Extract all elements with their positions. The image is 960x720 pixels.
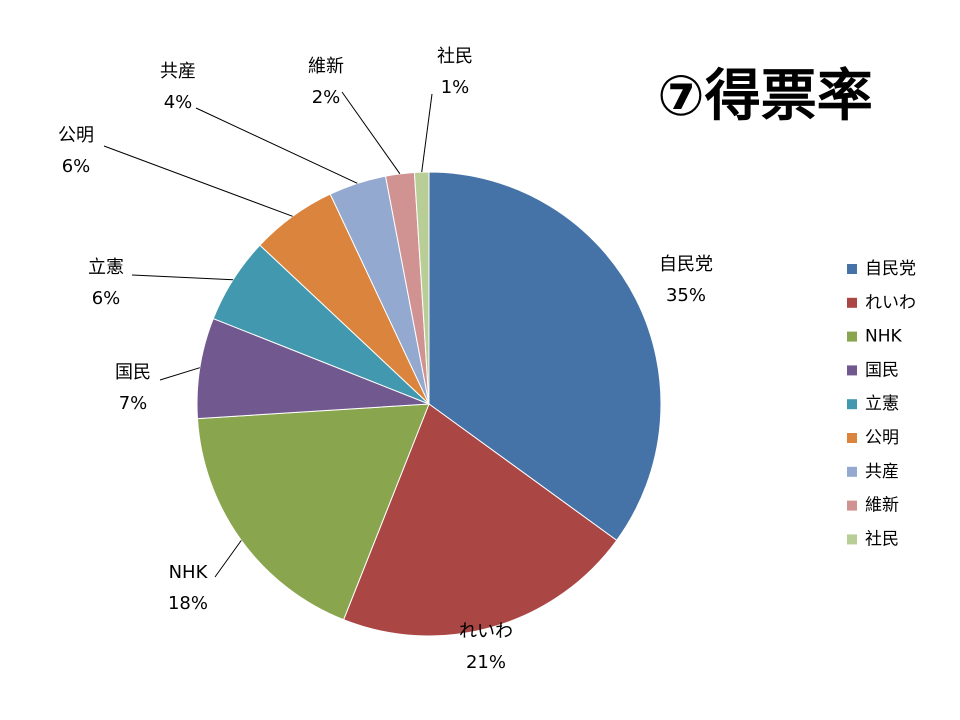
pie-slice	[196, 403, 430, 621]
legend-swatch	[847, 297, 857, 308]
legend-swatch	[847, 365, 857, 376]
value-label: 7%	[119, 393, 148, 414]
pie-slice	[342, 403, 618, 637]
pie-slice	[196, 317, 430, 420]
legend-text: 維新	[865, 496, 899, 516]
legend-swatch	[847, 433, 857, 443]
leader-line	[341, 91, 401, 175]
leader-line	[195, 107, 358, 184]
legend-swatch	[847, 331, 857, 342]
value-label: 21%	[466, 652, 506, 673]
legend-text: 自民党	[865, 259, 916, 279]
slice-label: 共産	[160, 61, 196, 82]
slice-label: 維新	[308, 56, 344, 77]
legend-text: 公明	[865, 428, 899, 448]
legend-text: NHK	[865, 327, 903, 347]
value-label: 2%	[312, 87, 341, 108]
legend-swatch	[847, 399, 857, 410]
slice-label: 国民	[115, 362, 151, 383]
value-label: 1%	[441, 77, 470, 98]
slice-label: 公明	[58, 125, 94, 146]
value-label: 4%	[164, 92, 193, 113]
leader-line	[214, 540, 242, 578]
legend-text: 共産	[865, 462, 899, 482]
slice-label: 自民党	[659, 254, 713, 275]
slice-label: 立憲	[88, 256, 124, 278]
legend-text: 立憲	[865, 393, 899, 414]
slice-label: 社民	[437, 46, 473, 67]
slice-label: れいわ	[459, 621, 513, 642]
value-label: 6%	[92, 288, 121, 309]
legend-swatch	[847, 500, 857, 511]
legend-swatch	[847, 264, 857, 274]
leader-line	[421, 93, 433, 173]
value-label: 6%	[62, 156, 91, 177]
legend-text: 社民	[865, 529, 899, 549]
legend-text: 国民	[865, 360, 899, 380]
slice-label: NHK	[169, 562, 209, 583]
chart-title: ⑦得票率	[657, 64, 872, 129]
legend-swatch	[847, 534, 857, 545]
pie-slice	[428, 171, 662, 542]
pie-slice	[413, 171, 430, 405]
leader-line	[103, 145, 293, 217]
leader-line	[159, 367, 201, 381]
value-label: 35%	[666, 285, 706, 306]
legend-text: れいわ	[865, 293, 916, 313]
value-label: 18%	[168, 593, 208, 614]
legend-swatch	[847, 466, 857, 477]
leader-line	[131, 274, 234, 281]
